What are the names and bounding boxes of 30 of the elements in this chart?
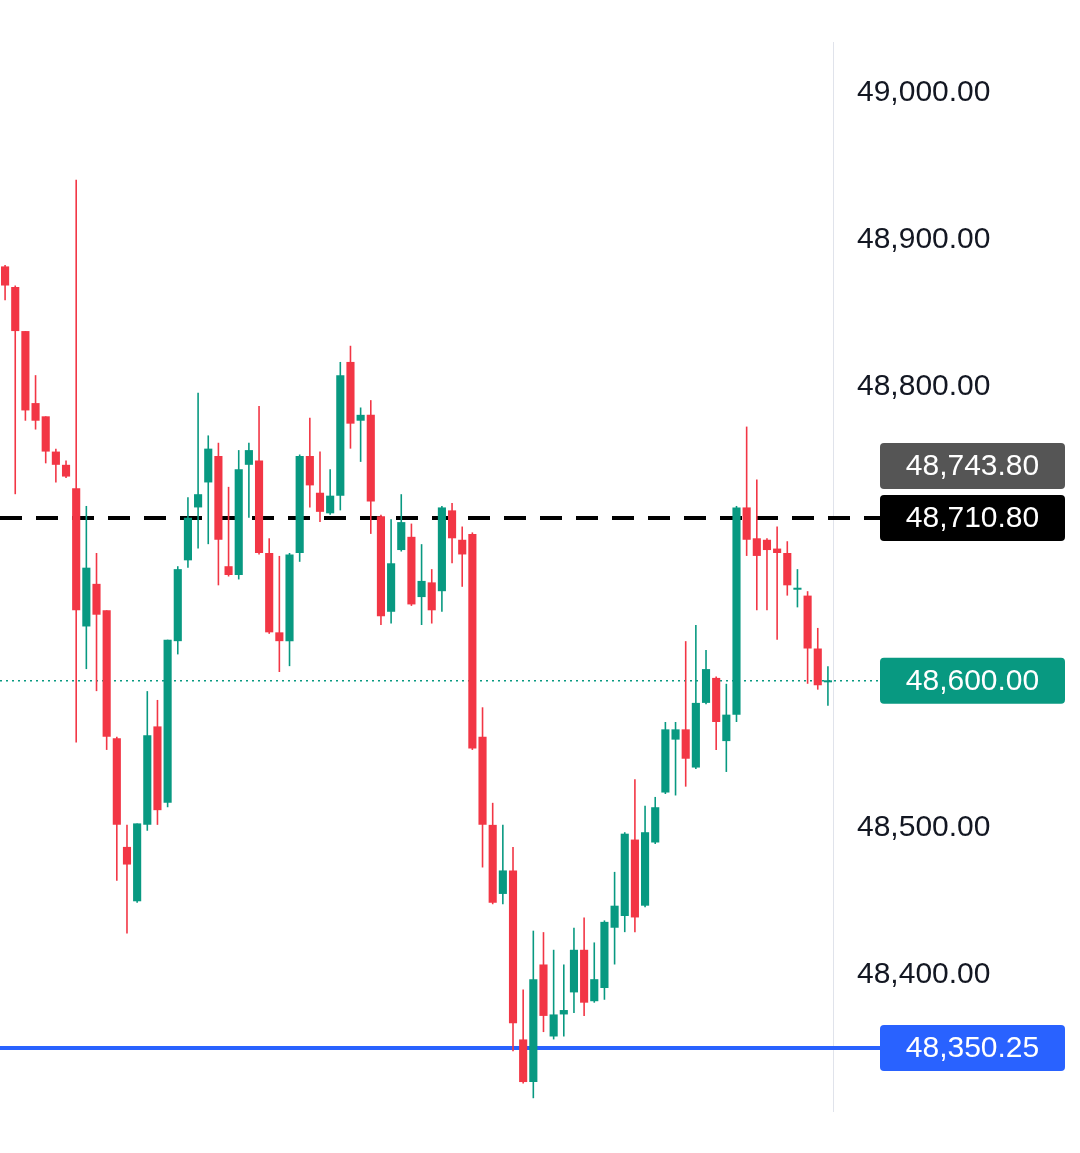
y-tick-label: 48,800.00 <box>857 368 991 402</box>
candlestick <box>356 406 365 463</box>
candlestick <box>315 450 325 523</box>
y-tick-label: 48,900.00 <box>857 221 991 255</box>
candlestick <box>549 948 558 1041</box>
candlestick <box>458 525 467 588</box>
candlestick <box>275 555 284 673</box>
candlestick <box>1 264 10 302</box>
candlestick <box>326 468 335 516</box>
candlestick <box>793 568 802 609</box>
candlestick <box>194 392 203 550</box>
y-tick-label: 49,000.00 <box>857 74 991 108</box>
candlestick <box>610 871 619 966</box>
ref-line-label: 48,710.80 <box>905 500 1040 534</box>
ref-line-label: 48,600.00 <box>905 663 1040 697</box>
candlestick <box>224 486 233 578</box>
y-tick-label: 48,500.00 <box>857 809 991 843</box>
candlestick <box>752 478 761 612</box>
candlestick <box>417 543 426 626</box>
candlestick <box>31 374 40 431</box>
candlestick <box>244 441 253 519</box>
candlestick <box>122 824 132 935</box>
candlestick <box>590 941 599 1004</box>
candlestick <box>762 537 772 612</box>
ref-line-label: 48,350.25 <box>905 1030 1040 1064</box>
candlestick <box>51 447 60 484</box>
text: 48,743.80 <box>905 448 1040 482</box>
candlestick <box>671 721 680 797</box>
candlestick <box>498 824 507 906</box>
y-tick-label: 48,400.00 <box>857 956 991 990</box>
